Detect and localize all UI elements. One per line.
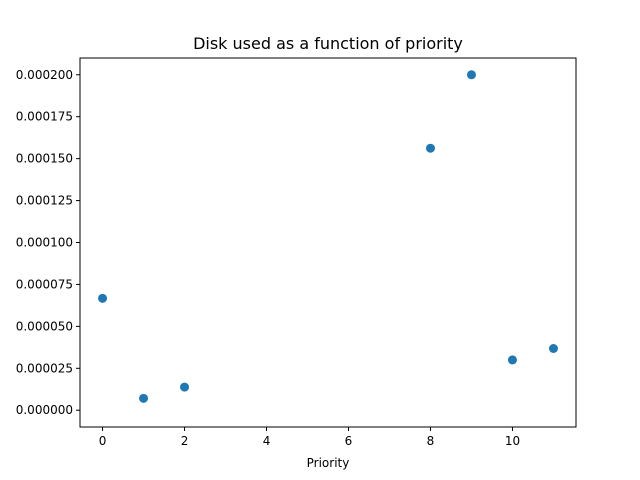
y-tick-label: 0.000125: [16, 194, 73, 208]
data-point: [507, 355, 517, 365]
data-point: [139, 393, 149, 403]
data-point: [98, 293, 108, 303]
y-tick-label: 0.000025: [16, 361, 73, 375]
y-tick-label: 0.000050: [16, 319, 73, 333]
plot-frame: [79, 57, 577, 428]
data-point: [548, 344, 558, 354]
y-axis-ticks: 0.000000 0.000025 0.000050 0.000075 0.000100…: [16, 68, 80, 417]
chart-title: Disk used as a function of priority: [193, 34, 463, 53]
data-points: [98, 70, 558, 403]
y-tick-label: 0.000100: [16, 236, 73, 250]
y-tick-label: 0.000175: [16, 110, 73, 124]
x-axis-ticks: 0 2 4 6 8 10: [99, 427, 520, 448]
y-tick-label: 0.000000: [16, 403, 73, 417]
y-tick-label: 0.000150: [16, 152, 73, 166]
data-point: [466, 70, 476, 80]
data-point: [425, 143, 435, 153]
x-tick-label: 8: [427, 434, 435, 448]
y-tick-label: 0.000200: [16, 68, 73, 82]
x-tick-label: 6: [345, 434, 353, 448]
x-tick-label: 0: [99, 434, 107, 448]
data-point: [180, 382, 190, 392]
x-tick-label: 2: [181, 434, 189, 448]
x-axis-label: Priority: [307, 456, 350, 470]
y-tick-label: 0.000075: [16, 277, 73, 291]
x-tick-label: 4: [263, 434, 271, 448]
x-tick-label: 10: [505, 434, 520, 448]
